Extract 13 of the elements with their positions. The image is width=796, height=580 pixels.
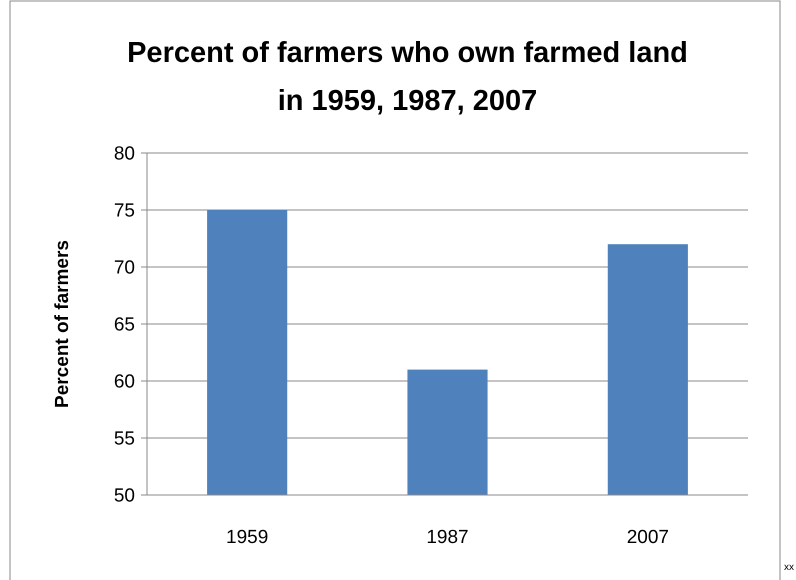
y-tick-label: 75 [114,200,135,222]
y-tick-label: 55 [114,428,135,450]
y-axis-title: Percent of farmers [52,240,73,408]
x-tick-label: 1959 [226,527,268,548]
y-tick-label: 50 [114,486,135,507]
y-tick-label: 60 [114,372,135,393]
x-tick-label: 2007 [626,527,669,548]
chart-title: Percent of farmers who own farmed land in 1959, 1987, 2007 [127,37,688,117]
y-tick-label: 80 [114,144,135,165]
text: xx [784,562,794,573]
y-tick-label: 65 [114,314,135,336]
x-tick-label: 1987 [426,527,469,548]
y-tick-label: 70 [114,258,135,279]
